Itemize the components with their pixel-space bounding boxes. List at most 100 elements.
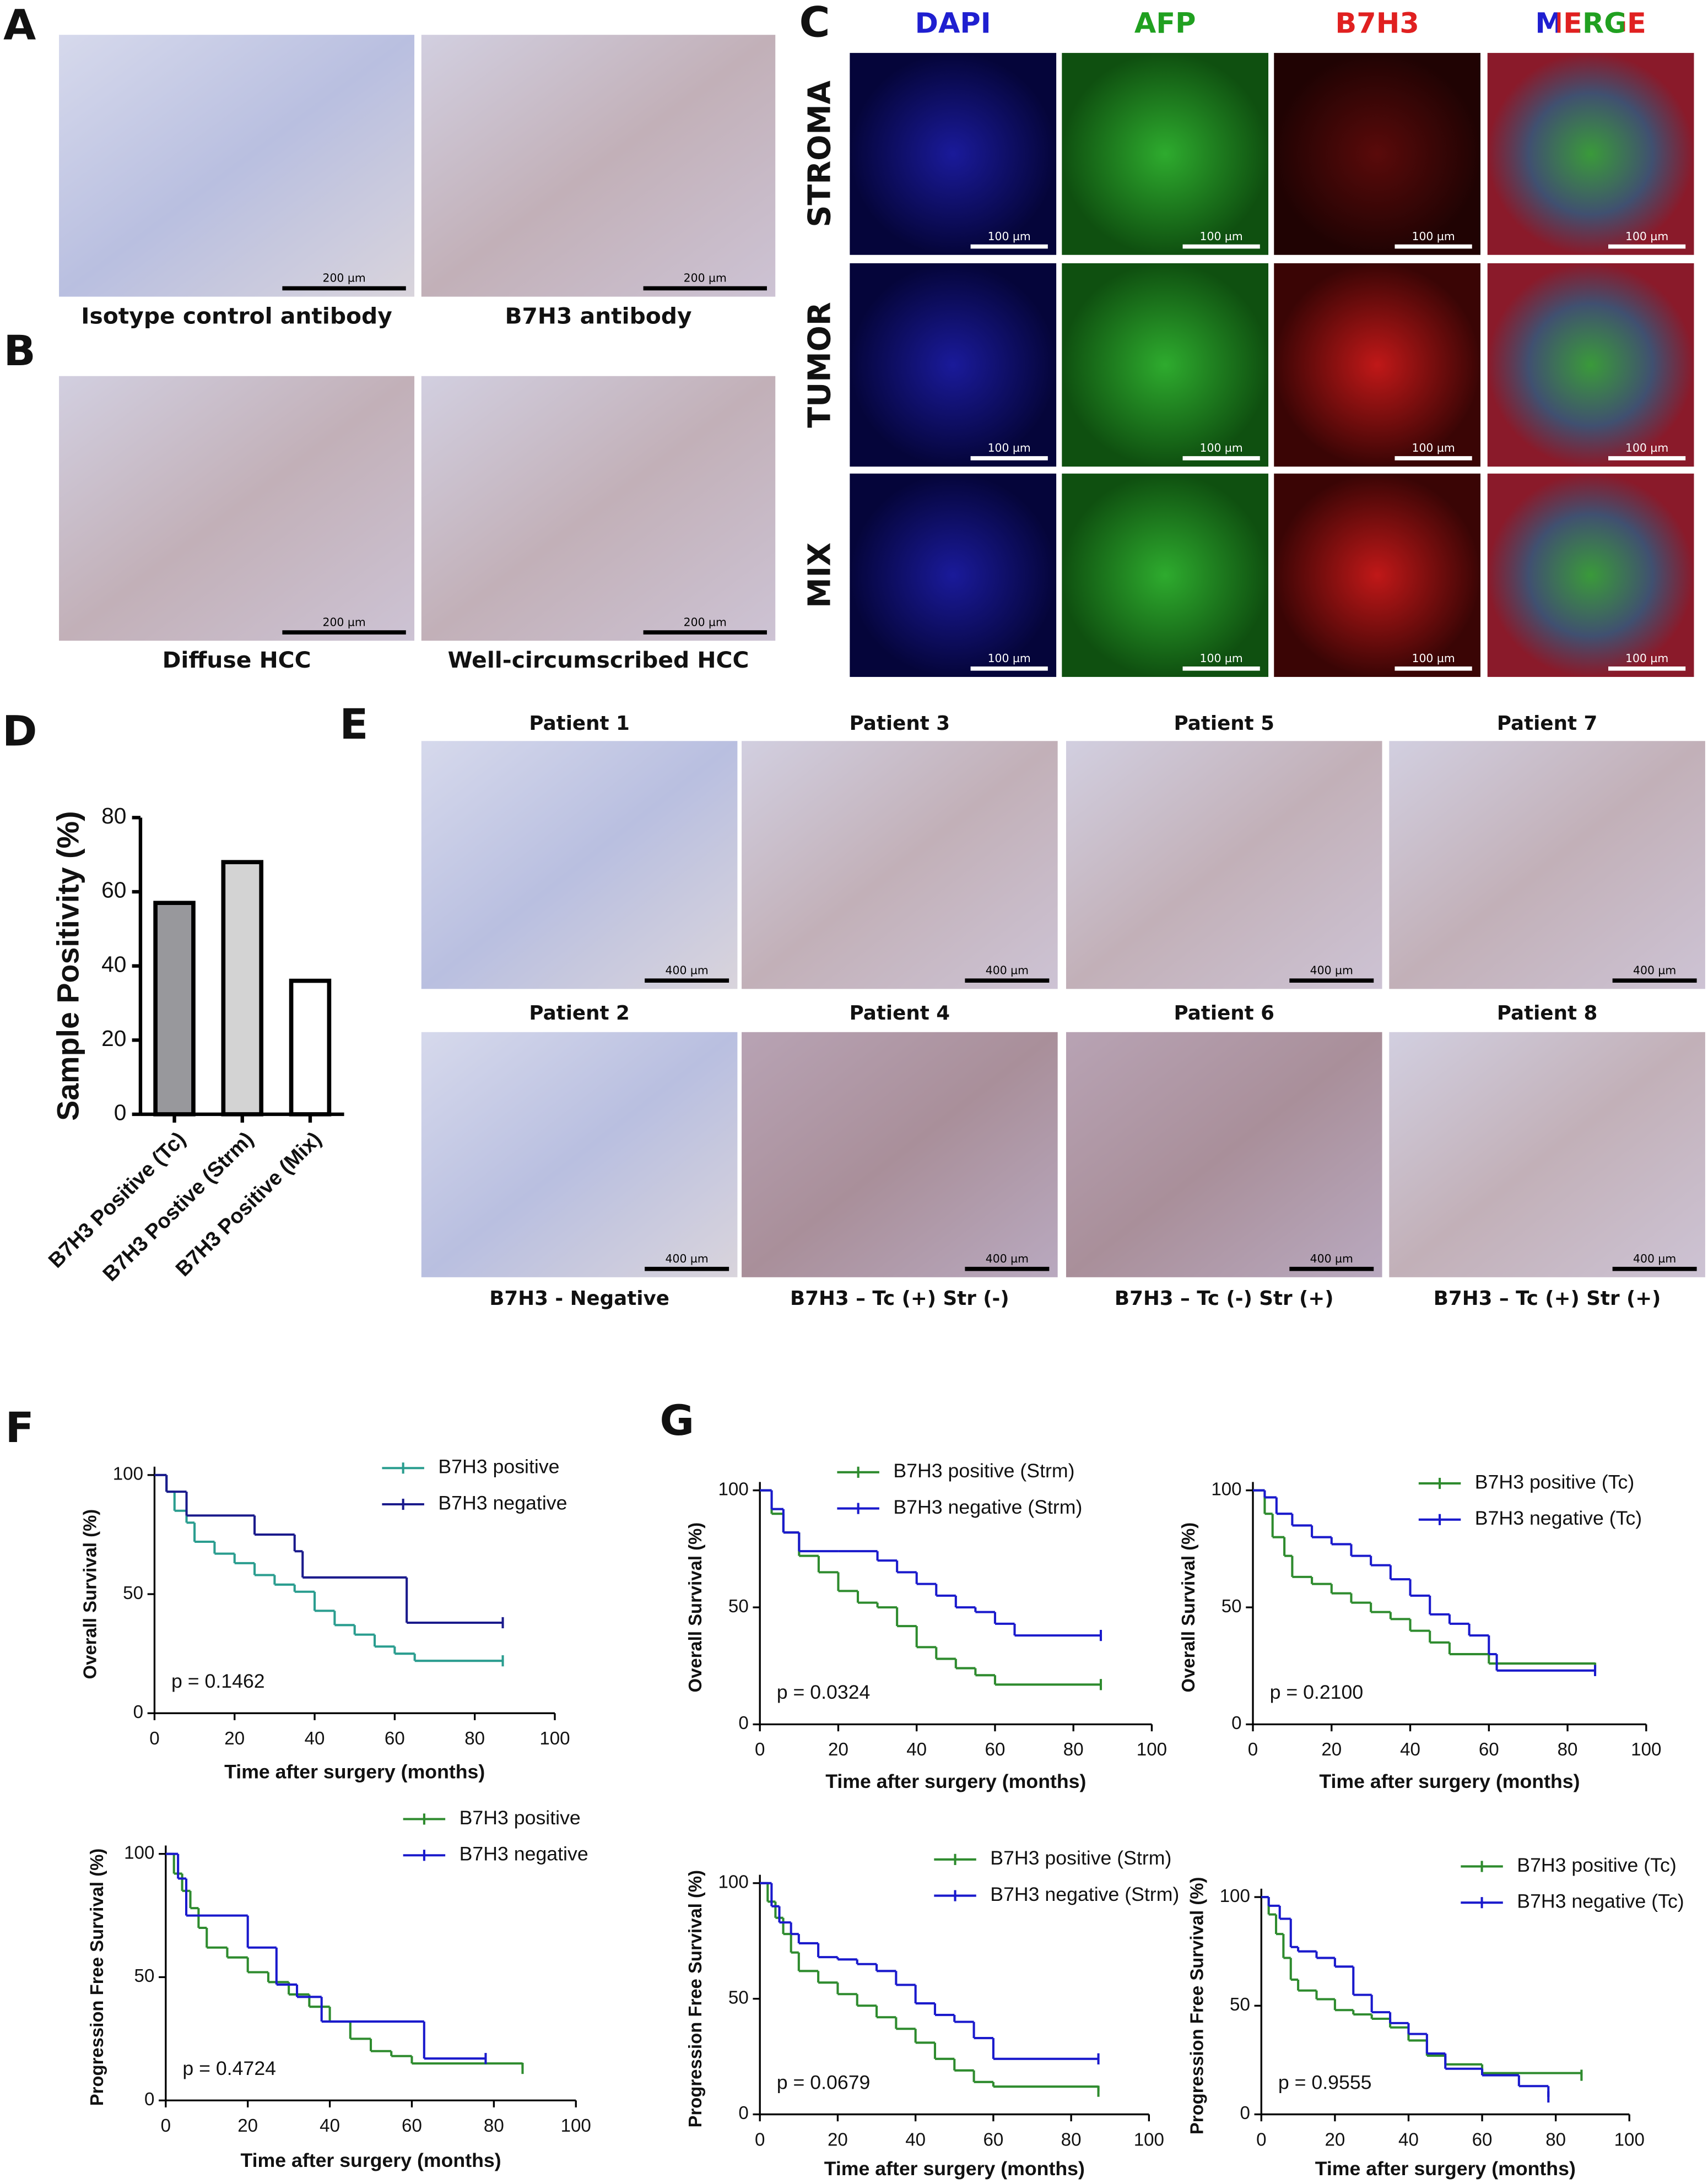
x-tick-label: 0 — [1248, 1739, 1258, 1759]
x-tick-label: 100 — [1631, 1739, 1661, 1759]
survival-chart: 0 50 100 0 20 40 60 80 100 Time after surgery (mo… — [685, 1460, 1167, 1792]
scale-bar-label: 100 µm — [988, 441, 1031, 454]
patient-title: Patient 4 — [850, 1002, 950, 1025]
y-tick-label: 0 — [1231, 1712, 1241, 1733]
y-tick-label: 100 — [1211, 1479, 1241, 1499]
y-tick-label: 50 — [1230, 1994, 1250, 2014]
p-value: p = 0.2100 — [1270, 1681, 1364, 1703]
patient-title: Patient 7 — [1497, 712, 1597, 735]
y-tick-label: 20 — [101, 1026, 126, 1051]
channel-header: B7H3 — [1335, 7, 1419, 40]
x-tick-label: 0 — [1256, 2129, 1266, 2149]
x-tick-label: 60 — [402, 2115, 422, 2136]
y-tick-label: 0 — [114, 1100, 127, 1125]
micrograph — [1274, 53, 1481, 255]
y-tick-label: 50 — [728, 1987, 749, 2007]
y-tick-label: 100 — [1220, 1885, 1250, 1906]
x-axis-label: Time after surgery (months) — [1319, 1770, 1580, 1792]
legend-label: B7H3 negative (Strm) — [990, 1883, 1179, 1905]
x-tick-label: 20 — [1321, 1739, 1342, 1759]
channel-header: DAPI — [915, 7, 991, 40]
caption: B7H3 – Tc (+) Str (+) — [1434, 1287, 1661, 1310]
micrograph — [1062, 263, 1269, 467]
legend-label: B7H3 negative — [438, 1492, 567, 1514]
row-label: STROMA — [802, 80, 837, 227]
y-tick-label: 60 — [101, 877, 126, 903]
scale-bar-label: 400 µm — [666, 1252, 709, 1265]
y-tick-label: 50 — [1221, 1596, 1242, 1616]
scale-bar-label: 200 µm — [322, 272, 365, 285]
panel-label: E — [339, 700, 368, 749]
caption: Isotype control antibody — [81, 303, 392, 329]
y-axis-label: Progression Free Survival (%) — [1186, 1877, 1207, 2135]
scale-bar-label: 400 µm — [986, 1252, 1029, 1265]
p-value: p = 0.9555 — [1278, 2071, 1372, 2093]
y-tick-label: 100 — [718, 1479, 749, 1499]
x-tick-label: 40 — [1400, 1739, 1420, 1759]
scale-bar-label: 400 µm — [986, 964, 1029, 977]
survival-chart: 0 50 100 0 20 40 60 80 100 Time after surgery (mo… — [1186, 1854, 1684, 2180]
legend-label: B7H3 positive (Tc) — [1475, 1471, 1634, 1493]
y-tick-label: 100 — [113, 1464, 143, 1484]
micrograph — [1062, 53, 1269, 255]
x-tick-label: 60 — [1472, 2129, 1493, 2149]
caption: B7H3 antibody — [505, 303, 691, 329]
y-tick-label: 100 — [124, 1842, 154, 1863]
y-axis-label: Overall Survival (%) — [685, 1522, 705, 1693]
legend-label: B7H3 positive — [438, 1456, 559, 1478]
micrograph — [850, 473, 1057, 677]
caption: Diffuse HCC — [163, 647, 311, 673]
y-axis-label: Overall Survival (%) — [1178, 1522, 1198, 1693]
x-tick-label: 80 — [464, 1728, 485, 1748]
scale-bar-label: 100 µm — [1200, 652, 1243, 665]
y-tick-label: 0 — [144, 2089, 154, 2109]
panel-label: B — [4, 326, 36, 375]
x-tick-label: 40 — [305, 1728, 325, 1748]
scale-bar-label: 400 µm — [1633, 1252, 1676, 1265]
micrograph — [850, 263, 1057, 467]
bar — [221, 860, 264, 1117]
p-value: p = 0.1462 — [171, 1670, 265, 1692]
micrograph — [421, 1032, 738, 1277]
micrograph — [1389, 741, 1705, 989]
x-tick-label: 80 — [1545, 2129, 1566, 2149]
micrograph — [850, 53, 1057, 255]
scale-bar-label: 200 µm — [684, 615, 727, 628]
x-axis-label: Time after surgery (months) — [224, 1761, 485, 1783]
x-tick-label: 80 — [1558, 1739, 1578, 1759]
legend-label: B7H3 negative — [460, 1843, 588, 1865]
patient-title: Patient 5 — [1174, 712, 1274, 735]
x-tick-label: 100 — [1137, 1739, 1167, 1759]
x-tick-label: 80 — [1063, 1739, 1084, 1759]
legend-label: B7H3 negative (Tc) — [1517, 1890, 1684, 1912]
y-axis-label: Progression Free Survival (%) — [685, 1870, 705, 2128]
x-tick-label: 100 — [561, 2115, 591, 2136]
y-tick-label: 50 — [728, 1596, 749, 1616]
x-tick-label: 40 — [320, 2115, 340, 2136]
micrograph — [1487, 263, 1694, 467]
caption: B7H3 – Tc (-) Str (+) — [1115, 1287, 1334, 1310]
panel-label: A — [3, 1, 36, 50]
scale-bar-label: 100 µm — [988, 230, 1031, 243]
x-tick-label: 100 — [1134, 2129, 1164, 2149]
legend-label: B7H3 positive (Strm) — [893, 1460, 1074, 1482]
row-label: MIX — [802, 543, 837, 608]
panel-label: D — [2, 707, 37, 756]
x-tick-label: 0 — [755, 1739, 765, 1759]
y-tick-label: 100 — [718, 1872, 749, 1892]
channel-header: AFP — [1134, 7, 1196, 40]
panel-label: F — [6, 1403, 34, 1452]
y-axis-label: Overall Survival (%) — [79, 1509, 100, 1679]
patient-title: Patient 6 — [1174, 1002, 1274, 1025]
patient-title: Patient 8 — [1497, 1002, 1597, 1025]
y-axis-label: Sample Positivity (%) — [50, 811, 85, 1120]
legend-label: B7H3 positive (Strm) — [990, 1847, 1171, 1869]
scale-bar-label: 400 µm — [1310, 964, 1353, 977]
scale-bar-label: 200 µm — [684, 272, 727, 285]
x-tick-label: 0 — [149, 1728, 159, 1748]
legend-label: B7H3 positive (Tc) — [1517, 1854, 1676, 1876]
scale-bar-label: 100 µm — [1412, 652, 1455, 665]
channel-header: MERGE — [1535, 7, 1646, 40]
scale-bar-label: 400 µm — [666, 964, 709, 977]
